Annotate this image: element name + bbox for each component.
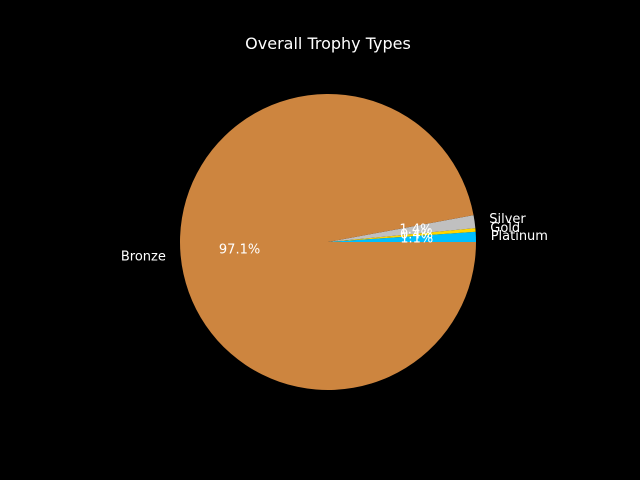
pie-slice-platinum	[328, 231, 476, 242]
pie-labels: Platinum 1.1% Gold 0.4% Silver 1.4% Bronze 97.1…	[121, 212, 548, 264]
slice-percent-bronze: 97.1%	[219, 243, 260, 258]
pie-slice-gold	[328, 228, 476, 242]
pie-slices	[180, 94, 477, 391]
slice-label-bronze: Bronze	[121, 249, 166, 264]
slice-percent-silver: 1.4%	[399, 222, 432, 237]
slice-label-platinum: Platinum	[491, 229, 548, 244]
chart-title: Overall Trophy Types	[245, 34, 411, 53]
slice-percent-platinum: 1.1%	[400, 231, 433, 246]
slice-percent-gold: 0.4%	[400, 227, 433, 242]
pie-slice-silver	[328, 215, 476, 242]
slice-label-silver: Silver	[489, 212, 526, 227]
slice-label-gold: Gold	[490, 221, 520, 236]
pie-slice-bronze	[180, 94, 477, 391]
